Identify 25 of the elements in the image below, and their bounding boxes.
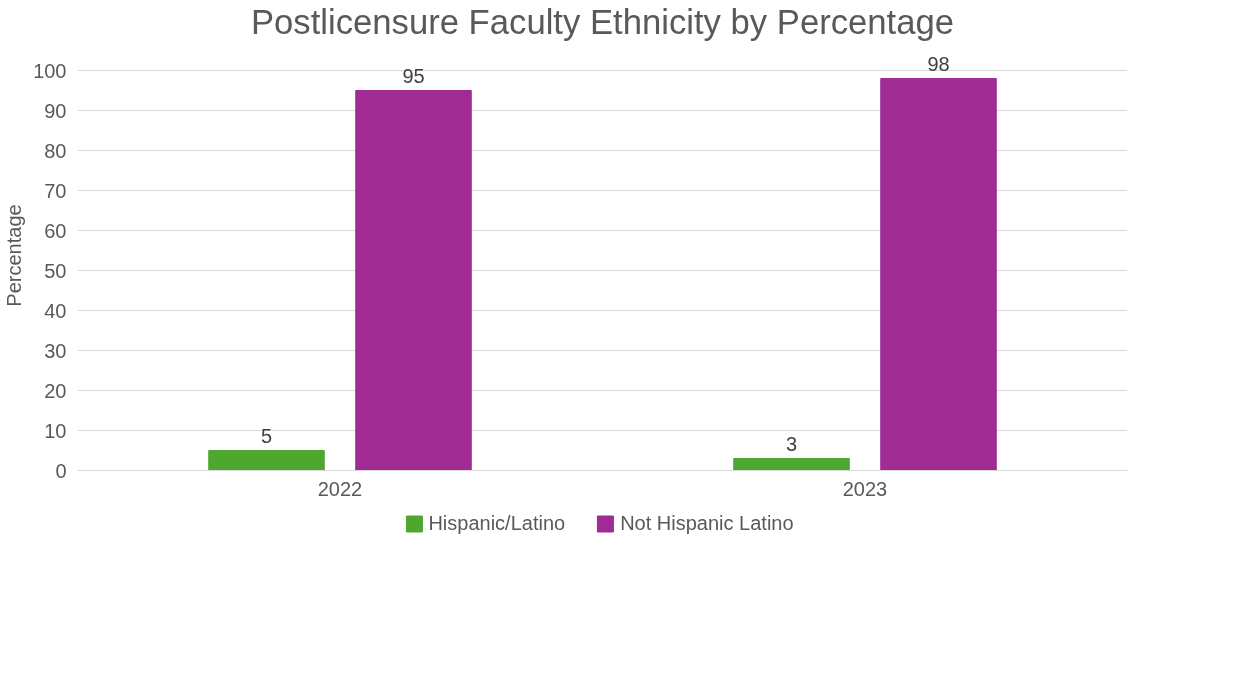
y-tick-label: 90 — [44, 99, 67, 122]
x-tick-label: 2023 — [842, 477, 888, 500]
y-tick-label: 80 — [44, 139, 67, 162]
y-axis-title: Percentage — [3, 204, 26, 307]
y-tick-label: 100 — [33, 59, 67, 82]
y-tick-label: 20 — [44, 379, 67, 402]
y-tick-label: 30 — [44, 339, 67, 362]
bar — [208, 450, 325, 471]
data-label: 3 — [785, 432, 798, 455]
x-tick-label: 2022 — [317, 477, 363, 500]
legend-label: Not Hispanic Latino — [620, 511, 794, 535]
y-tick-label: 60 — [44, 219, 67, 242]
legend-label: Hispanic/Latino — [428, 511, 566, 535]
y-tick-label: 40 — [44, 299, 67, 322]
y-tick-label: 10 — [44, 419, 67, 442]
y-tick-label: 50 — [44, 259, 67, 282]
bar — [733, 458, 850, 471]
data-label: 5 — [260, 424, 273, 447]
bar — [880, 78, 997, 471]
y-tick-label: 70 — [44, 179, 67, 202]
chart-title: Postlicensure Faculty Ethnicity by Percentage — [250, 2, 955, 41]
data-label: 98 — [927, 52, 950, 75]
data-label: 95 — [402, 64, 425, 87]
bar — [355, 90, 472, 471]
y-tick-label: 0 — [55, 459, 67, 482]
